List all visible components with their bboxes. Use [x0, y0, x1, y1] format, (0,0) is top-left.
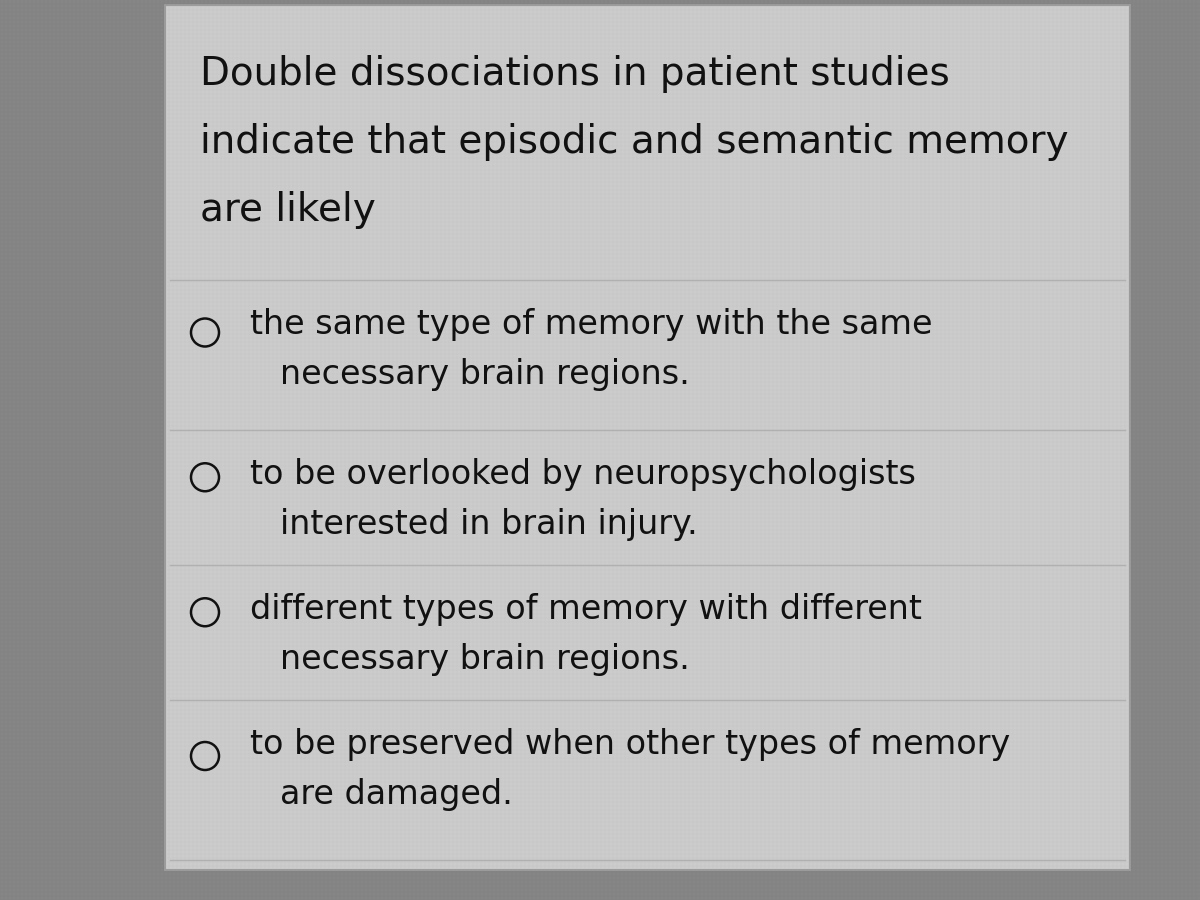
Text: interested in brain injury.: interested in brain injury. [280, 508, 697, 541]
Text: necessary brain regions.: necessary brain regions. [280, 643, 690, 676]
Text: indicate that episodic and semantic memory: indicate that episodic and semantic memo… [200, 123, 1068, 161]
Text: are damaged.: are damaged. [280, 778, 512, 811]
Text: necessary brain regions.: necessary brain regions. [280, 358, 690, 391]
Text: different types of memory with different: different types of memory with different [250, 593, 922, 626]
Bar [166, 5, 1130, 870]
Text: Double dissociations in patient studies: Double dissociations in patient studies [200, 55, 949, 93]
Text: the same type of memory with the same: the same type of memory with the same [250, 308, 932, 341]
Text: to be overlooked by neuropsychologists: to be overlooked by neuropsychologists [250, 458, 916, 491]
Text: to be preserved when other types of memory: to be preserved when other types of memo… [250, 728, 1010, 761]
Text: are likely: are likely [200, 191, 376, 229]
